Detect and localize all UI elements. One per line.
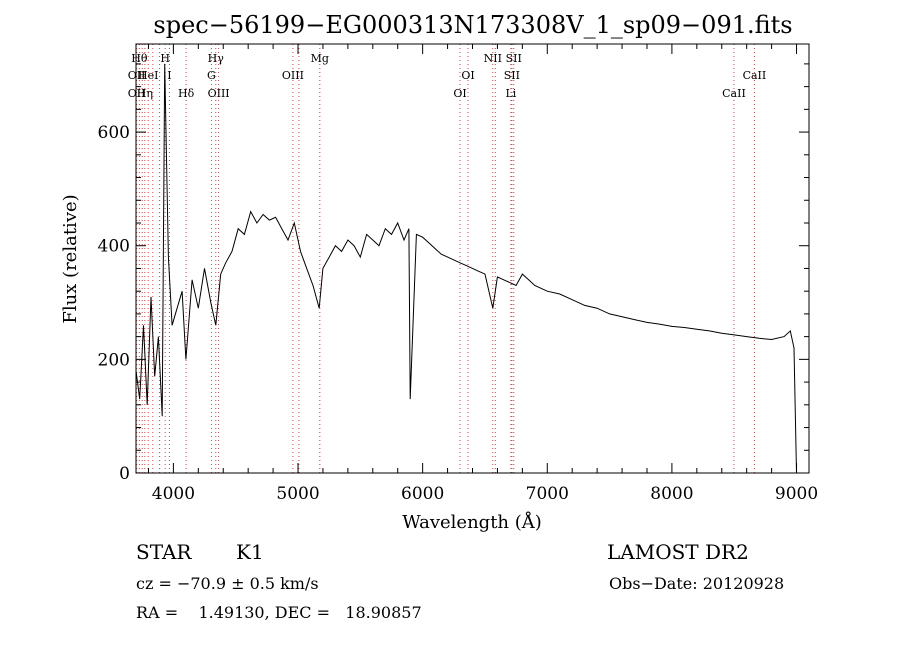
spectral-line-label: Hη <box>137 87 153 100</box>
x-tick-label: 7000 <box>526 484 569 504</box>
plot-frame <box>135 43 810 474</box>
spectral-line-label: NII <box>484 52 502 65</box>
spectral-line-label: OI <box>461 69 474 82</box>
x-tick-label: 9000 <box>775 484 818 504</box>
spectral-line-label: SII <box>506 52 522 65</box>
x-axis-ticks: 4000 5000 6000 7000 8000 9000 <box>147 44 818 504</box>
redshift-velocity: cz = −70.9 ± 0.5 km/s <box>136 574 319 593</box>
object-subclass: K1 <box>236 540 264 564</box>
observation-date: Obs−Date: 20120928 <box>609 574 785 593</box>
spectral-line-label: OIII <box>282 69 304 82</box>
y-axis-label: Flux (relative) <box>60 194 81 323</box>
y-tick-label: 200 <box>98 350 130 370</box>
spectrum-line <box>135 63 797 474</box>
y-tick-label: 600 <box>98 123 130 143</box>
chart-title: spec−56199−EG000313N173308V_1_sp09−091.f… <box>153 11 792 39</box>
spectral-line-label: Mg <box>311 52 329 65</box>
y-tick-label: 0 <box>119 464 130 484</box>
spectral-line-label: OII <box>128 69 146 82</box>
spectral-line-label: I <box>167 69 171 82</box>
spectral-line-label: H <box>160 52 170 65</box>
survey-name: LAMOST DR2 <box>607 540 749 564</box>
spectral-line-label: Hδ <box>178 87 195 100</box>
spectral-line-label: HeI <box>138 69 158 82</box>
spectral-line-label: CaII <box>722 87 746 100</box>
spectral-line-label: CaII <box>743 69 767 82</box>
x-tick-label: 5000 <box>276 484 319 504</box>
spectral-line-label: G <box>207 69 216 82</box>
spectral-line-label: OIII <box>208 87 230 100</box>
x-tick-label: 8000 <box>650 484 693 504</box>
x-tick-label: 6000 <box>401 484 444 504</box>
spectral-line-label: SII <box>504 69 520 82</box>
sky-coordinates: RA = 1.49130, DEC = 18.90857 <box>136 603 422 622</box>
y-axis-ticks: 0 200 400 600 <box>98 63 809 484</box>
x-axis-label: Wavelength (Å) <box>402 511 542 533</box>
spectral-line-label: Li <box>505 87 516 100</box>
spectral-line-label: OII <box>128 87 146 100</box>
spectral-line-label: Hθ <box>131 52 148 65</box>
spectral-line-label: OI <box>453 87 466 100</box>
x-tick-label: 4000 <box>152 484 195 504</box>
object-class: STAR <box>136 540 192 564</box>
y-tick-label: 400 <box>98 237 130 257</box>
spectral-line-label: Hγ <box>208 52 225 65</box>
spectral-line-markers <box>136 44 755 473</box>
